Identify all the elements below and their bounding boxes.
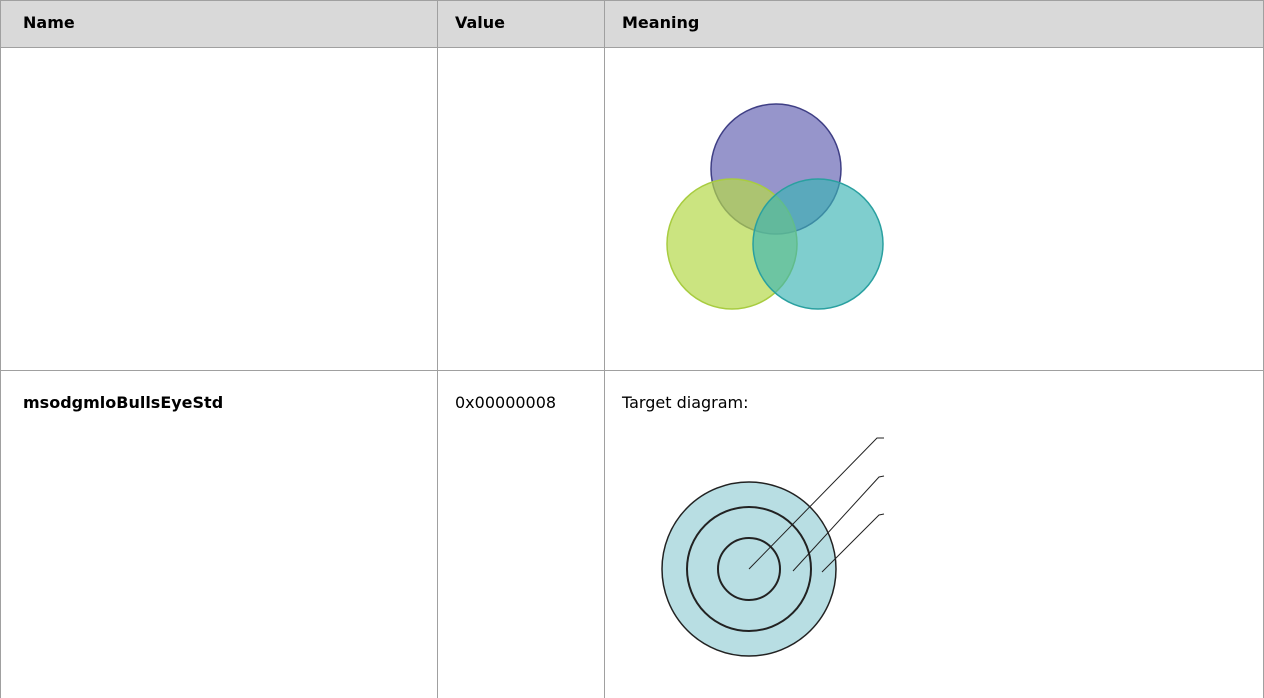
target-ring [686,506,812,632]
table-cell: msodgmloBullsEyeStd [0,370,437,698]
table-cell [437,47,604,371]
header-text: Name [23,13,75,32]
venn-circle [752,178,884,310]
value-text: 0x00000008 [455,393,557,412]
pointer-line [748,437,884,570]
name-text: msodgmloBullsEyeStd [23,393,224,412]
header-cell: Name [0,0,437,48]
venn-diagram [666,103,884,310]
meaning-text: Target diagram: [622,393,749,412]
target-diagram [661,437,885,657]
pointer-line [821,513,885,573]
table-cell [0,47,437,371]
header-cell: Value [437,0,604,48]
target-ring [717,537,781,601]
pointer-line [792,475,885,572]
header-text: Value [455,13,506,32]
table-cell: 0x00000008 [437,370,604,698]
header-text: Meaning [622,13,700,32]
header-cell: Meaning [604,0,1264,48]
